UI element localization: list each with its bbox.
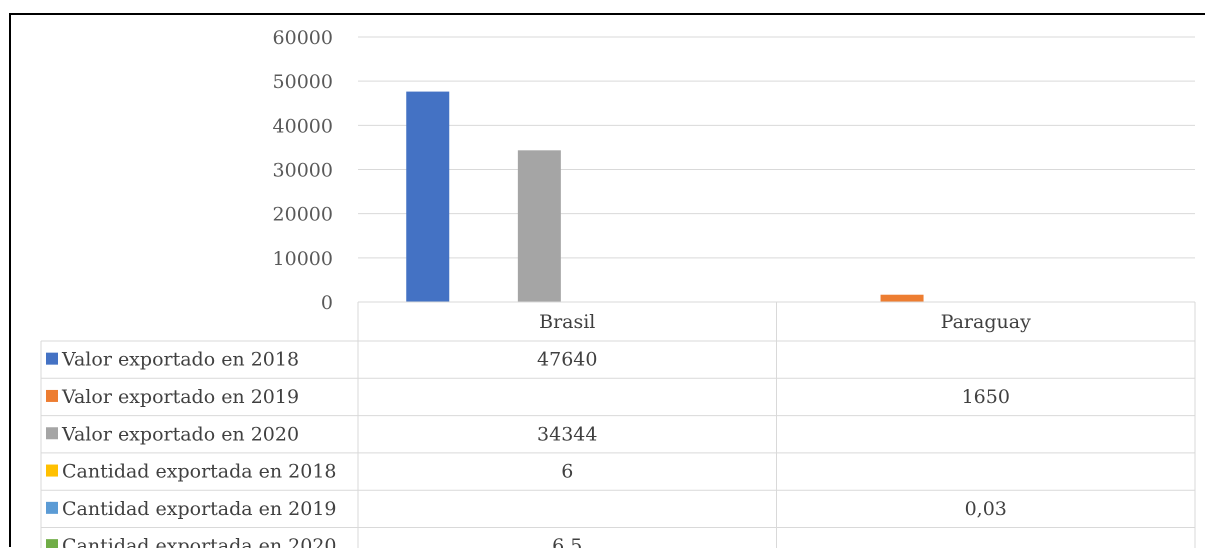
legend-label: Cantidad exportada en 2019	[62, 498, 337, 520]
category-label-brasil: Brasil	[539, 311, 595, 333]
data-table-value: 47640	[537, 349, 597, 371]
legend-swatch	[46, 427, 58, 440]
legend-label: Valor exportado en 2018	[61, 349, 299, 371]
legend-label: Cantidad exportada en 2018	[62, 461, 337, 483]
y-tick-label: 20000	[273, 204, 333, 226]
legend-swatch	[46, 352, 58, 365]
data-table-value: 6,5	[552, 535, 582, 548]
bar-brasil-series-3	[517, 150, 561, 302]
data-table-value: 1650	[962, 386, 1010, 408]
bar-brasil-series-1	[406, 91, 450, 302]
bar-paraguay-series-2	[880, 294, 924, 302]
y-tick-label: 0	[321, 292, 333, 314]
category-label-paraguay: Paraguay	[941, 311, 1031, 333]
y-tick-label: 30000	[273, 160, 333, 182]
y-tick-label: 40000	[273, 115, 333, 137]
legend-label: Cantidad exportada en 2020	[62, 535, 337, 548]
data-table-value: 6	[561, 461, 573, 483]
legend-label: Valor exportado en 2019	[61, 386, 299, 408]
legend-swatch	[46, 464, 58, 477]
legend-label: Valor exportado en 2020	[61, 423, 299, 445]
legend-swatch	[46, 389, 58, 402]
y-tick-label: 10000	[273, 248, 333, 270]
legend-swatch	[46, 539, 58, 548]
data-table-value: 34344	[537, 423, 597, 445]
y-tick-label: 50000	[273, 71, 333, 93]
y-tick-label: 60000	[273, 27, 333, 49]
chart-frame	[9, 13, 1205, 547]
legend-swatch	[46, 501, 58, 514]
data-table-value: 0,03	[965, 498, 1007, 520]
